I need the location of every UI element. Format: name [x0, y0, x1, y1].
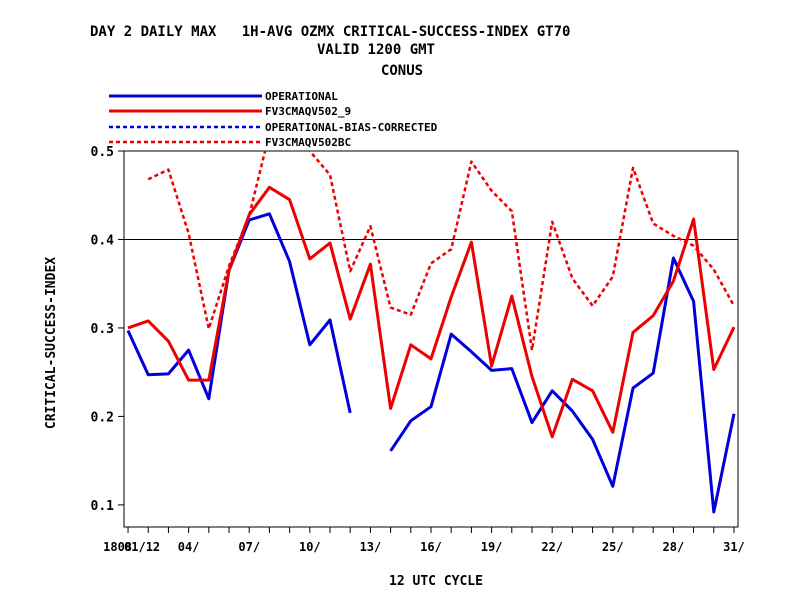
y-axis-title: CRITICAL-SUCCESS-INDEX	[44, 257, 59, 429]
chart-title-line-1: DAY 2 DAILY MAX 1H-AVG OZMX CRITICAL-SUC…	[90, 24, 570, 40]
x-tick-label-8: 22/	[541, 540, 563, 554]
x-tick-label-5: 13/	[360, 540, 382, 554]
y-tick-label-0: 0.1	[91, 499, 115, 514]
chart-title-line-2: VALID 1200 GMT	[317, 42, 435, 58]
legend: OPERATIONAL FV3CMAQV502_9 OPERATIONAL-BI…	[109, 90, 438, 149]
legend-entry-operational-bias-corrected: OPERATIONAL-BIAS-CORRECTED	[109, 121, 438, 134]
x-tick-label-11: 31/	[723, 540, 745, 554]
legend-label-fv3cmaqv502bc: FV3CMAQV502BC	[265, 136, 351, 149]
x-tick-label-0: 1808	[103, 540, 132, 554]
legend-label-operational: OPERATIONAL	[265, 90, 338, 103]
y-tick-label-1: 0.2	[91, 410, 114, 425]
legend-label-fv3cmaqv502-9: FV3CMAQV502_9	[265, 105, 351, 118]
legend-entry-fv3cmaqv502-9: FV3CMAQV502_9	[109, 105, 351, 118]
legend-entry-operational: OPERATIONAL	[109, 90, 338, 103]
x-tick-label-9: 25/	[602, 540, 624, 554]
series-line-fv3cmaqv502bc-0	[147, 151, 736, 352]
series-line-fv3cmaqv502-9-0	[127, 185, 736, 439]
y-tick-label-4: 0.5	[91, 145, 114, 160]
legend-label-operational-bias-corrected: OPERATIONAL-BIAS-CORRECTED	[265, 121, 438, 134]
x-tick-label-3: 07/	[238, 540, 260, 554]
y-tick-label-3: 0.4	[91, 233, 115, 248]
x-tick-label-10: 28/	[663, 540, 685, 554]
chart-title-line-3: CONUS	[381, 63, 423, 79]
y-axis: 0.1 0.2 0.3 0.4 0.5	[91, 145, 124, 514]
y-tick-label-2: 0.3	[91, 322, 114, 337]
legend-entry-fv3cmaqv502bc: FV3CMAQV502BC	[109, 136, 351, 149]
x-tick-label-2: 04/	[178, 540, 200, 554]
x-tick-label-7: 19/	[481, 540, 503, 554]
x-axis-title: 12 UTC CYCLE	[389, 574, 483, 589]
x-tick-label-1: 01/12	[124, 540, 160, 554]
series-fv3cmaqv502-9	[127, 185, 736, 439]
series-line-operational-1	[389, 256, 736, 514]
x-tick-label-4: 10/	[299, 540, 321, 554]
series-fv3cmaqv502bc	[147, 151, 736, 352]
x-tick-label-6: 16/	[420, 540, 442, 554]
series-group	[126, 151, 736, 514]
series-operational	[126, 212, 736, 514]
